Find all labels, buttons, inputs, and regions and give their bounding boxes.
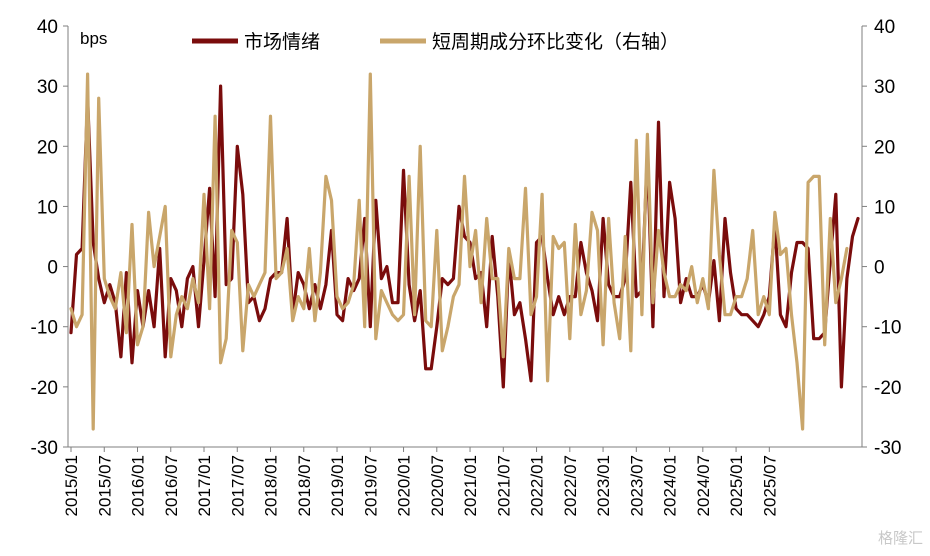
x-tick-label: 2016/01 [129, 455, 148, 516]
right-tick-label: 30 [874, 77, 895, 98]
x-tick-label: 2017/07 [228, 455, 247, 516]
series-layer [69, 72, 860, 431]
series-line-sentiment [69, 84, 860, 389]
left-tick-label: 20 [37, 137, 58, 158]
x-tick-label: 2018/01 [262, 455, 281, 516]
left-tick-label: 0 [47, 258, 58, 279]
x-tick-label: 2024/01 [661, 455, 680, 516]
legend-label-short-cycle: 短周期成分环比变化（右轴） [432, 31, 679, 53]
right-tick-label: 0 [874, 258, 885, 279]
left-tick-label: 10 [37, 197, 58, 218]
x-tick-label: 2021/01 [461, 455, 480, 516]
right-tick-label: -20 [874, 378, 901, 399]
x-tick-label: 2020/07 [428, 455, 447, 516]
x-tick-label: 2016/07 [162, 455, 181, 516]
right-tick-label: 20 [874, 137, 895, 158]
x-tick-label: 2025/07 [760, 455, 779, 516]
x-tick-label: 2019/01 [328, 455, 347, 516]
x-tick-label: 2024/07 [694, 455, 713, 516]
x-tick-label: 2020/01 [395, 455, 414, 516]
right-tick-label: -30 [874, 438, 901, 459]
watermark-text: 格隆汇 [878, 529, 923, 547]
legend: 市场情绪 短周期成分环比变化（右轴） [192, 31, 679, 53]
x-tick-label: 2015/07 [95, 455, 114, 516]
left-tick-label: -10 [31, 318, 58, 339]
x-tick-label: 2018/07 [295, 455, 314, 516]
x-tick-label: 2021/07 [494, 455, 513, 516]
y-unit-label: bps [80, 29, 107, 48]
legend-label-sentiment: 市场情绪 [244, 31, 320, 53]
x-tick-label: 2017/01 [195, 455, 214, 516]
left-tick-label: 30 [37, 77, 58, 98]
x-tick-label: 2022/01 [528, 455, 547, 516]
x-tick-label: 2019/07 [361, 455, 380, 516]
x-tick-label: 2022/07 [561, 455, 580, 516]
left-y-ticks: -30 -20 -10 0 10 20 30 40 [31, 17, 68, 459]
series-line-short-cycle [69, 72, 849, 431]
right-tick-label: -10 [874, 318, 901, 339]
right-tick-label: 10 [874, 197, 895, 218]
left-tick-label: -30 [31, 438, 58, 459]
left-tick-label: -20 [31, 378, 58, 399]
x-ticks: 2015/01 2015/07 2016/01 2016/07 2017/01 2017/… [62, 447, 779, 516]
x-tick-label: 2023/07 [627, 455, 646, 516]
x-tick-label: 2015/01 [62, 455, 81, 516]
x-tick-label: 2023/01 [594, 455, 613, 516]
x-tick-label: 2025/01 [727, 455, 746, 516]
plot-area: -30 -20 -10 0 10 20 30 40 -30 -20 -10 0 10 20 30 40 20… [31, 17, 902, 516]
right-y-ticks: -30 -20 -10 0 10 20 30 40 [862, 17, 901, 459]
left-tick-label: 40 [37, 17, 58, 38]
right-tick-label: 40 [874, 17, 895, 38]
